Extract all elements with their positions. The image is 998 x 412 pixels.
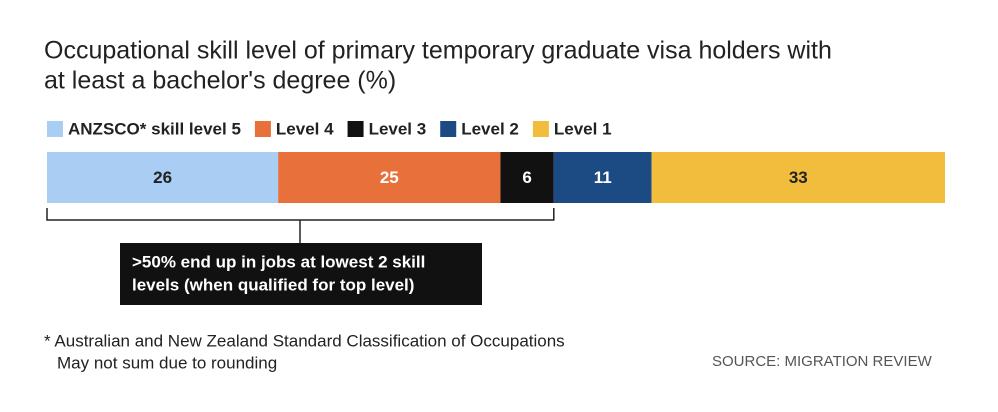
bar-segment: [500, 152, 554, 203]
legend-label: Level 2: [461, 119, 519, 138]
legend-swatch: [532, 121, 549, 137]
legend-label: Level 3: [369, 119, 427, 138]
legend-swatch: [254, 121, 271, 137]
value-label: 25: [380, 168, 399, 187]
footnote: May not sum due to rounding: [57, 353, 277, 372]
footnote: * Australian and New Zealand Standard Cl…: [44, 331, 565, 350]
legend-swatch: [47, 121, 63, 137]
legend-label: ANZSCO* skill level 5: [68, 119, 241, 138]
legend-swatch: [440, 121, 457, 137]
legend-label: Level 1: [554, 119, 612, 138]
annotation-box: [120, 243, 482, 305]
value-label: 11: [594, 168, 612, 187]
chart-title: at least a bachelor's degree (%): [44, 67, 396, 95]
value-label: 33: [789, 168, 808, 187]
bar-segment: [553, 152, 652, 203]
source: SOURCE: MIGRATION REVIEW: [712, 353, 933, 370]
bar-segment: [278, 152, 501, 203]
value-label: 26: [153, 168, 172, 187]
annotation: >50% end up in jobs at lowest 2 skill: [132, 252, 425, 271]
annotation: levels (when qualified for top level): [132, 275, 414, 294]
bar-segment: [47, 152, 279, 203]
chart-title: Occupational skill level of primary temp…: [44, 37, 832, 65]
legend-label: Level 4: [276, 119, 334, 138]
bar-segment: [651, 152, 945, 203]
legend-swatch: [347, 121, 364, 137]
value-label: 6: [522, 168, 531, 187]
